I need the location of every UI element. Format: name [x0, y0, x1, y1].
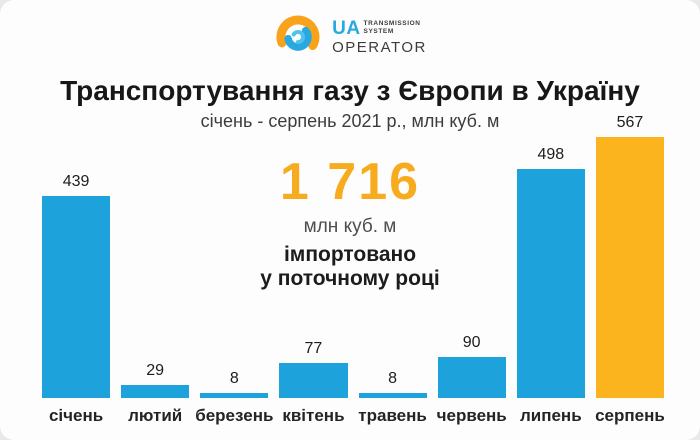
bar-value-label: 8: [229, 370, 239, 387]
logo-ua-text: UA: [332, 18, 361, 39]
logo-operator-text: OPERATOR: [332, 39, 427, 56]
bar-value-label: 77: [304, 340, 323, 357]
chart-subtitle: січень - серпень 2021 р., млн куб. м: [200, 111, 500, 131]
bar-лютий: [121, 385, 190, 398]
operator-logo: UA TRANSMISSION SYSTEM OPERATOR: [0, 12, 700, 62]
month-label: травень: [358, 406, 427, 425]
total-summary: 1 716 млн куб. м імпортовано у поточному…: [0, 154, 700, 291]
month-label: березень: [195, 406, 274, 425]
bar-липень: [516, 169, 585, 398]
month-label: квітень: [282, 406, 345, 425]
month-label: серпень: [595, 406, 665, 425]
bar-column-липень: 498 липень: [516, 146, 585, 426]
bar-value-label: 29: [146, 362, 165, 379]
month-label: лютий: [128, 406, 183, 425]
bar-січень: [42, 196, 111, 398]
month-label: липень: [519, 406, 582, 425]
month-label: червень: [436, 406, 507, 425]
bar-value-label: 567: [616, 114, 644, 131]
month-label: січень: [48, 406, 104, 425]
bar-value-label: 8: [388, 370, 398, 387]
summary-line-imported: імпортовано: [283, 243, 417, 266]
bar-value-label: 90: [462, 334, 481, 351]
bar-column-серпень: 567 серпень: [595, 114, 665, 426]
bar-column-квітень: 77 квітень: [279, 340, 348, 426]
bar-column-січень: 439 січень: [42, 173, 111, 426]
bar-серпень: [595, 137, 664, 398]
logo-system-text: SYSTEM: [363, 27, 394, 35]
bar-березень: [200, 393, 269, 398]
bar-квітень: [279, 363, 348, 398]
bar-chart: 439 січень 29 лютий 8 березень 77 квітень 8 траве…: [42, 114, 665, 426]
page-title: Транспортування газу з Європи в Україну: [60, 75, 640, 106]
total-value: 1 716: [279, 153, 421, 211]
swirl-logo-icon: [276, 15, 320, 51]
total-unit: млн куб. м: [303, 216, 397, 237]
bar-column-травень: 8 травень: [358, 370, 427, 426]
bar-column-лютий: 29 лютий: [121, 362, 190, 426]
summary-line-current-year: у поточному році: [260, 267, 440, 290]
bar-травень: [358, 393, 427, 398]
bar-value-label: 498: [537, 146, 565, 163]
bar-червень: [437, 357, 506, 398]
logo-wordmark: UA TRANSMISSION SYSTEM OPERATOR: [332, 19, 427, 55]
bar-value-label: 439: [62, 173, 90, 190]
bar-column-березень: 8 березень: [195, 370, 273, 426]
logo-transmission-text: TRANSMISSION: [363, 20, 421, 27]
bar-column-червень: 90 червень: [436, 334, 507, 426]
